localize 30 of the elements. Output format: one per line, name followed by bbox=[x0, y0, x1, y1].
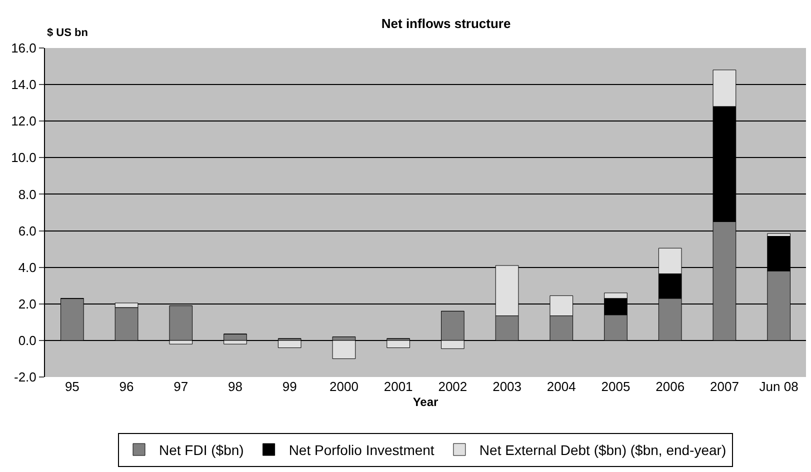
y-tick-label: 14.0 bbox=[11, 77, 36, 92]
y-tick-label: 6.0 bbox=[18, 223, 36, 238]
x-tick-label: 2001 bbox=[384, 379, 413, 394]
y-axis-title: $ US bn bbox=[47, 27, 88, 39]
y-tick-label: 2.0 bbox=[18, 296, 36, 312]
legend-label: Net External Debt ($bn) ($bn, end-year) bbox=[479, 442, 726, 458]
x-tick-label: 99 bbox=[282, 379, 297, 394]
x-axis-title: Year bbox=[412, 394, 439, 409]
x-tick-label: 95 bbox=[64, 379, 80, 394]
x-tick-label: 2007 bbox=[710, 379, 739, 394]
y-tick-label: 16.0 bbox=[11, 40, 36, 56]
y-tick-label: 12.0 bbox=[11, 114, 36, 129]
x-tick-label: 2004 bbox=[546, 379, 576, 394]
legend-label: Net FDI ($bn) bbox=[159, 442, 244, 458]
y-tick-label: 8.0 bbox=[18, 186, 36, 202]
x-tick-label: 2002 bbox=[438, 379, 468, 394]
x-tick-label: 2006 bbox=[656, 379, 685, 394]
legend-label: Net Porfolio Investment bbox=[288, 442, 434, 458]
x-tick-label: 2000 bbox=[330, 379, 358, 394]
x-tick-label: 96 bbox=[119, 379, 134, 394]
y-tick-label: 4.0 bbox=[18, 260, 36, 275]
chart-title: Net inflows structure bbox=[381, 16, 511, 31]
x-tick-label: 2005 bbox=[601, 379, 630, 394]
x-tick-label: 98 bbox=[228, 379, 242, 394]
x-tick-label: Jun 08 bbox=[759, 379, 798, 394]
y-tick-label: 0.0 bbox=[18, 332, 36, 348]
y-tick-label: 10.0 bbox=[11, 150, 36, 166]
y-tick-label: -2.0 bbox=[14, 370, 36, 385]
x-tick-label: 97 bbox=[174, 379, 188, 394]
x-tick-label: 2003 bbox=[492, 379, 522, 394]
